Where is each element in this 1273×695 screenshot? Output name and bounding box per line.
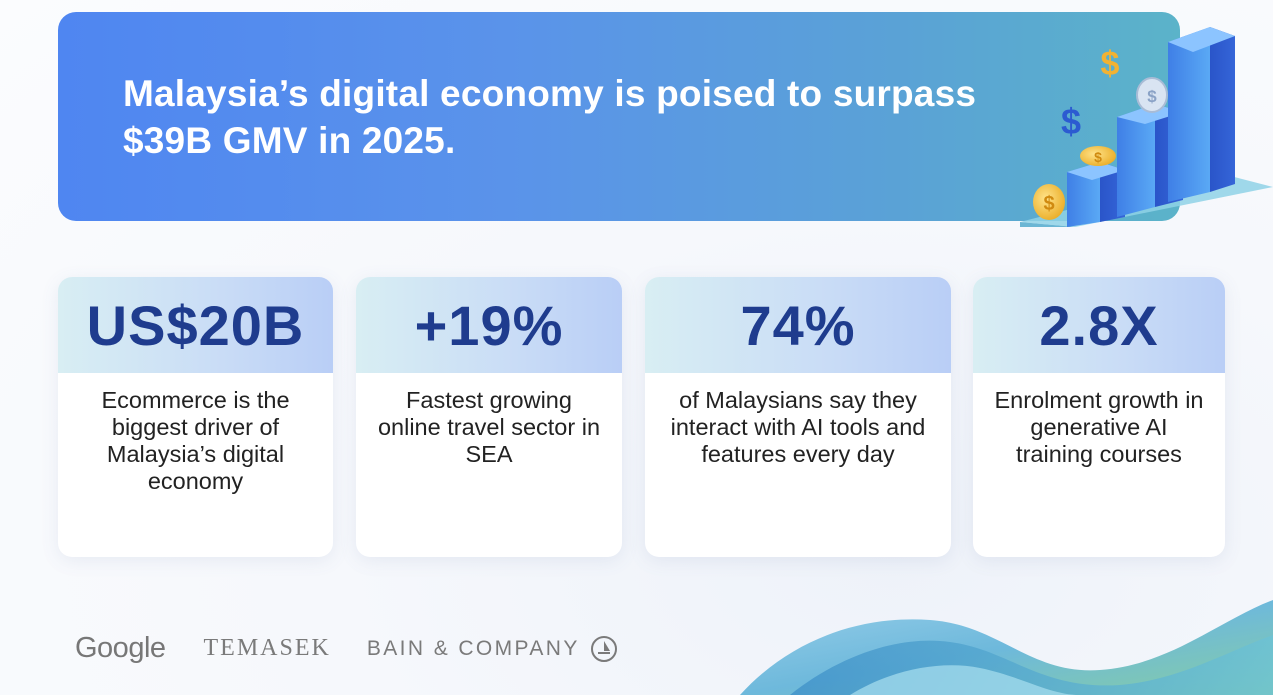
stat-card-ecommerce: US$20B Ecommerce is the biggest driver o… [58,277,333,557]
bain-logo: BAIN & COMPANY [366,636,580,660]
svg-text:$: $ [1101,45,1120,83]
stat-value: 2.8X [1039,293,1159,357]
stat-description: Enrolment growth in generative AI traini… [994,387,1204,467]
bar-chart-coins-illustration: $ $ $ $ $ [1020,27,1273,227]
headline: Malaysia’s digital economy is poised to … [123,70,1083,164]
google-logo: Google [75,632,166,664]
headline-banner: Malaysia’s digital economy is poised to … [58,12,1180,221]
stat-card-header: +19% [356,277,622,373]
stat-description: of Malaysians say they interact with AI … [670,387,926,467]
stat-value: 74% [740,293,856,357]
decorative-wave [740,600,1273,695]
stat-card-header: US$20B [58,277,333,373]
svg-text:$: $ [1094,149,1102,165]
stat-value: +19% [414,293,564,357]
stat-card-header: 74% [645,277,951,373]
stat-card-enrolment: 2.8X Enrolment growth in generative AI t… [973,277,1225,557]
svg-text:$: $ [1043,193,1054,215]
headline-line-1: Malaysia’s digital economy is poised to … [123,73,977,114]
stat-card-ai-usage: 74% of Malaysians say they interact with… [645,277,951,557]
headline-line-2: $39B GMV in 2025. [123,120,456,161]
svg-text:$: $ [1147,87,1157,106]
stat-description: Fastest growing online travel sector in … [377,387,601,467]
stat-card-travel: +19% Fastest growing online travel secto… [356,277,622,557]
temasek-logo: TEMASEK [203,635,331,661]
stat-value: US$20B [86,293,305,357]
stat-description: Ecommerce is the biggest driver of Malay… [101,387,290,494]
svg-text:$: $ [1061,101,1081,142]
bain-logo-icon [590,635,617,662]
stat-card-header: 2.8X [973,277,1225,373]
partner-logos: Google TEMASEK BAIN & COMPANY [75,632,618,665]
